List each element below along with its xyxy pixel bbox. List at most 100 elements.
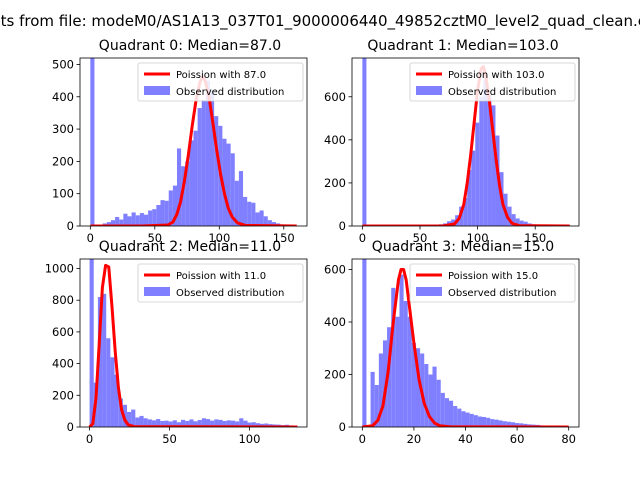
panel-0-ytick-label-1: 100 [52, 187, 74, 201]
panel-0-xtick-label-2: 100 [208, 231, 230, 245]
panel-2-plot-area [88, 259, 298, 427]
panel-3-xtick-label-2: 40 [458, 432, 473, 446]
panel-2-hist-bar-13 [143, 418, 148, 427]
figure-suptitle: Plots from file: modeM0/AS1A13_037T01_90… [0, 12, 640, 31]
panel-0-hist-bar-33 [234, 180, 239, 226]
panel-0-hist-bar-5 [119, 219, 124, 226]
panel-1-hist-bar-10 [471, 150, 476, 226]
panel-0-hist-bar-21 [185, 161, 190, 226]
panel-1-xtick-label-2: 100 [467, 231, 489, 245]
panel-0-hist-bar-3 [110, 220, 116, 226]
panel-0-xtick-label-0: 0 [87, 231, 94, 245]
panel-0-hist-bar-19 [176, 148, 182, 226]
panel-0-hist-bar-30 [222, 138, 227, 226]
panel-2-hist-bar-41 [260, 423, 265, 427]
panel-2-hist-bar-17 [160, 420, 165, 427]
panel-3-hist-bar-17 [436, 379, 441, 427]
panel-3-hist-bar-34 [506, 421, 511, 427]
panel-2-hist-bar-29 [210, 420, 215, 427]
panel-2-hist-bar-39 [251, 422, 256, 427]
panel-2-legend-fit-label: Poission with 11.0 [176, 271, 266, 282]
panel-3-hist-bar-16 [432, 366, 437, 427]
panel-3-hist-bar-37 [519, 423, 524, 427]
panel-3-hist-bar-26 [473, 415, 478, 427]
panel-0-ytick-label-2: 200 [52, 154, 74, 168]
panel-0-hist-bar-15 [160, 200, 165, 226]
panel-2-xtick-label-1: 50 [162, 432, 177, 446]
panel-2-legend-box [137, 263, 304, 303]
panel-3-hist-bar-33 [502, 421, 507, 427]
panel-0-hist-bar-41 [267, 220, 272, 226]
panel-3-legend-hist-swatch [416, 287, 442, 296]
panel-1-hist-bar-23 [523, 221, 528, 226]
panel-0-ytick-label-5: 500 [52, 57, 74, 71]
panel-2-hist-bar-7 [118, 398, 123, 427]
panel-1-hist-bar-9 [467, 170, 472, 226]
panel-1-hist-bar-14 [487, 94, 492, 226]
panel-0-hist-bar-4 [115, 216, 120, 226]
panel-0-hist-bar-28 [214, 116, 219, 226]
panel-quadrant-1: Quadrant 1: Median=103.0 0 50 100 150 0 200 40… [324, 38, 580, 245]
panel-0-hist-bar-13 [152, 209, 157, 226]
panel-0-legend-hist-swatch [144, 86, 170, 95]
panel-3-hist-bar-18 [440, 392, 445, 427]
panel-1-hist-bar-22 [519, 220, 524, 226]
panel-2-hist-bar-23 [185, 420, 190, 427]
panel-3-ytick-label-3: 600 [324, 263, 346, 277]
panel-0-legend: Poission with 87.0 Observed distribution [137, 62, 304, 102]
panel-0-hist-bar-36 [247, 201, 252, 226]
panel-3-hist-bar-35 [510, 422, 516, 427]
panel-quadrant-3: Quadrant 3: Median=15.0 0 20 40 60 80 0 200 400… [324, 239, 580, 446]
panel-3-hist-bar-5 [387, 327, 392, 427]
panel-1-ytick-label-1: 200 [324, 176, 346, 190]
panel-3-ytick-label-0: 0 [339, 420, 346, 434]
panel-2-legend: Poission with 11.0 Observed distribution [137, 263, 304, 303]
panel-3-hist-bar-0 [362, 259, 367, 427]
panel-2-xtick-label-2: 100 [238, 432, 260, 446]
panel-2-hist-bar-31 [218, 419, 223, 427]
panel-2-hist-bar-36 [239, 418, 244, 427]
panel-3-legend: Poission with 15.0 Observed distribution [409, 263, 576, 303]
panel-0-hist-bar-26 [205, 80, 211, 226]
panel-0-hist-bar-31 [226, 143, 231, 226]
panel-3-legend-hist-label: Observed distribution [448, 288, 556, 299]
panel-3-hist-bar-21 [453, 406, 458, 427]
panel-0-hist-bar-18 [172, 185, 177, 226]
panel-1-legend: Poission with 103.0 Observed distribution [409, 62, 576, 102]
panel-0-hist-bar-40 [263, 216, 268, 226]
panel-1-hist-bar-13 [483, 79, 488, 226]
panel-3-hist-bar-1 [370, 371, 375, 427]
panel-3-fit-line [362, 268, 569, 427]
panel-3-hist-bar-19 [444, 398, 449, 427]
panel-1-frame [351, 57, 580, 227]
panel-0-hist-bar-16 [164, 200, 169, 226]
panel-0-hist-bar-22 [189, 140, 194, 226]
panel-0-hist-bar-10 [139, 213, 144, 226]
panel-0-title: Quadrant 0: Median=87.0 [99, 38, 281, 54]
panel-0-legend-box [137, 62, 304, 102]
panel-3-legend-fit-label: Poission with 15.0 [448, 271, 538, 282]
panel-1-legend-hist-label: Observed distribution [448, 87, 556, 98]
panel-3-xtick-label-3: 60 [510, 432, 525, 446]
panel-0-hist-bar-2 [106, 222, 111, 226]
panel-2-hist-bar-25 [193, 421, 198, 427]
panel-1-xtick-label-1: 50 [413, 231, 428, 245]
panel-0-hist-bar-38 [255, 212, 260, 226]
panel-3-hist-bar-9 [403, 301, 408, 427]
panel-1-xtick-label-3: 150 [524, 231, 546, 245]
panel-0-hist-bar-6 [123, 213, 128, 226]
panel-2-ytick-label-4: 800 [52, 293, 74, 307]
panel-2-legend-hist-label: Observed distribution [176, 288, 284, 299]
panel-1-legend-hist-swatch [416, 86, 442, 95]
panel-2-hist-bar-35 [235, 421, 240, 427]
panel-0-plot-area [90, 58, 297, 226]
panel-1-xtick-label-0: 0 [359, 231, 366, 245]
panel-2-hist-bar-9 [126, 411, 132, 427]
panel-2-hist-bar-42 [264, 423, 269, 427]
panel-2-hist-bar-27 [201, 418, 206, 427]
panel-3-ytick-label-1: 200 [324, 368, 346, 382]
panel-2-legend-hist-swatch [144, 287, 170, 296]
panel-3-hist-bar-8 [399, 274, 404, 427]
panel-3-hist-bar-15 [428, 374, 433, 427]
